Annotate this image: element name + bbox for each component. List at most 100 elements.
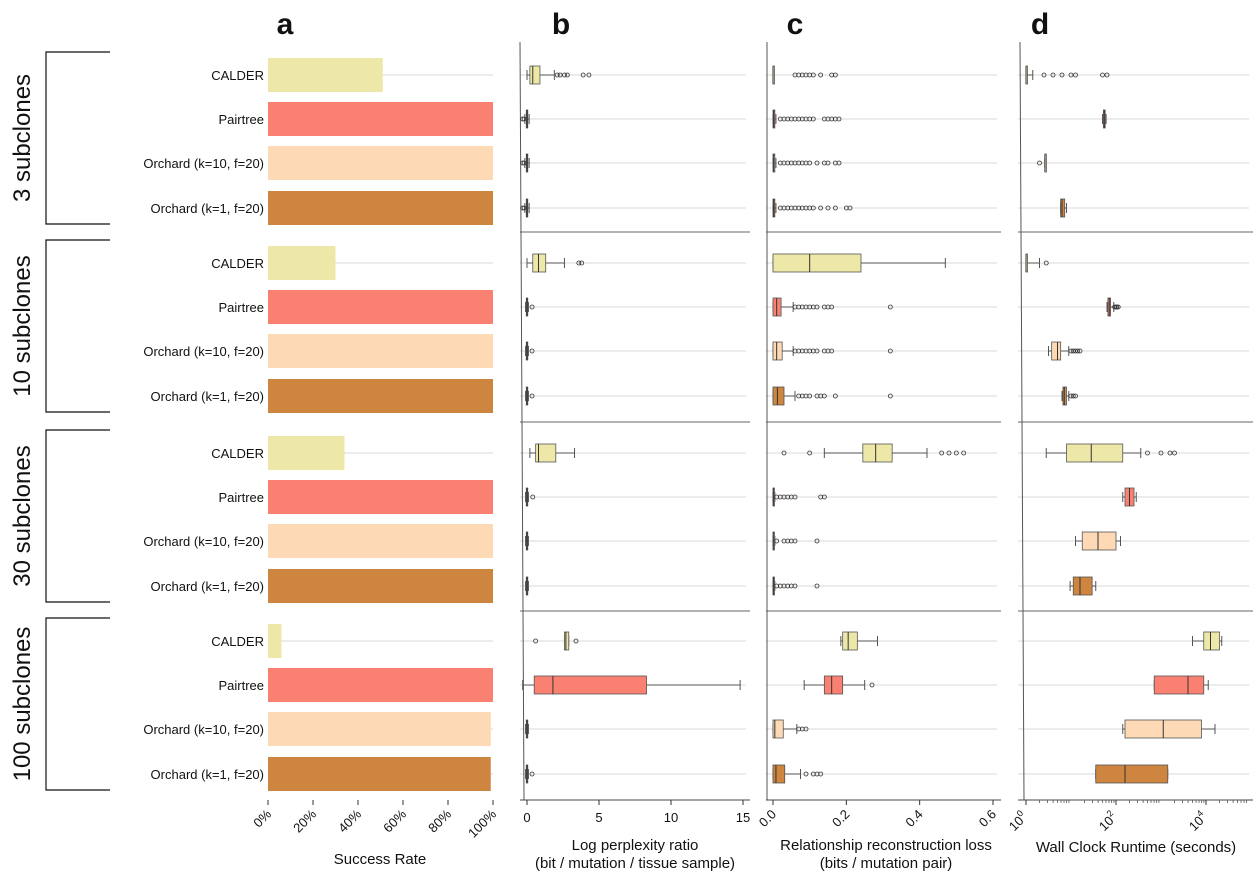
panel-letter-a: a [277,8,294,41]
axis-title-c-line1: Relationship reconstruction loss [780,837,992,854]
box [535,443,557,463]
outlier-point [521,205,527,211]
success-rate-bar [268,524,493,558]
outlier-point [939,450,945,456]
box [823,675,844,695]
success-rate-bar [268,569,493,603]
outlier-point [836,160,842,166]
tick-label-a: 80% [425,806,454,835]
box [862,443,893,463]
outlier-point [887,393,893,399]
group-bracket-10 [45,239,110,413]
group-bracket-3 [45,51,110,225]
method-label: Orchard (k=1, f=20) [151,389,264,404]
outlier-point [1070,348,1076,354]
axis-title-d: Wall Clock Runtime (seconds) [1036,839,1236,856]
outlier-point [829,348,835,354]
outlier-point [774,538,780,544]
outlier-point [1100,72,1105,78]
outlier-point [562,72,567,78]
outlier-point [946,450,952,456]
outlier-point [818,72,824,78]
method-label: CALDER [211,446,264,461]
outlier-point [1104,72,1110,78]
outlier-point [1075,348,1081,354]
success-rate-bar [268,480,493,514]
outlier-point [520,160,526,166]
panel-letter-d: d [1031,8,1049,41]
tick-label-d: 100 [1004,808,1030,834]
outlier-point [810,116,816,122]
outlier-point [1073,72,1078,78]
method-label: Orchard (k=1, f=20) [151,201,264,216]
tick-label-a: 0% [250,806,274,830]
tick-label-b: 5 [595,810,602,825]
outlier-point [803,771,809,777]
outlier-point [564,72,570,78]
tick-label-d: 102 [1094,808,1120,834]
success-rate-bar [268,624,282,658]
group-label-100: 100 subclones [9,627,36,782]
outlier-point [530,494,536,500]
box [564,631,570,651]
method-label: Orchard (k=10, f=20) [143,156,264,171]
success-rate-bar [268,146,493,180]
outlier-point [554,72,560,78]
success-rate-bar [268,290,493,324]
outlier-point [803,726,809,732]
outlier-point [825,205,831,211]
box [772,764,786,784]
outlier-point [1073,393,1078,399]
outlier-point [1167,450,1173,456]
method-label: CALDER [211,256,264,271]
panel-letter-c: c [787,8,804,41]
box [529,65,541,85]
box [772,719,784,739]
outlier-point [520,205,526,211]
outlier-point [836,116,842,122]
outlier-point [792,538,798,544]
axis-spine-d [1019,41,1025,801]
box [772,386,785,406]
group-label-30: 30 subclones [9,445,36,586]
box [1203,631,1220,651]
outlier-point [1158,450,1164,456]
success-rate-bar [268,436,345,470]
outlier-point [1172,450,1177,456]
axis-title-b-line1: Log perplexity ratio [572,837,699,854]
outlier-point [1073,348,1078,354]
box [772,341,783,361]
tick-label-a: 100% [465,806,499,840]
outlier-point [814,160,820,166]
tick-label-b: 15 [736,810,750,825]
tick-label-c: 0.2 [829,807,852,830]
tick-label-a: 20% [290,806,319,835]
outlier-point [1050,72,1056,78]
tick-label-d: 104 [1184,808,1210,834]
outlier-point [814,304,820,310]
outlier-point [832,72,838,78]
method-label: Pairtree [218,678,264,693]
outlier-point [810,205,816,211]
outlier-point [1037,160,1042,166]
tick-label-c: 0.6 [976,807,999,830]
success-rate-bar [268,102,493,136]
success-rate-bar [268,668,493,702]
outlier-point [1145,450,1150,456]
outlier-point [1068,393,1074,399]
outlier-point [792,494,798,500]
outlier-point [818,205,824,211]
outlier-point [576,260,582,266]
box [532,253,547,273]
outlier-point [818,771,824,777]
outlier-point [529,393,535,399]
success-rate-bar [268,334,493,368]
success-rate-bar [268,757,491,791]
outlier-point [807,450,813,456]
outlier-point [847,205,853,211]
outlier-point [961,450,967,456]
outlier-point [792,583,798,589]
tick-label-c: 0.4 [902,807,925,830]
method-label: Pairtree [218,112,264,127]
